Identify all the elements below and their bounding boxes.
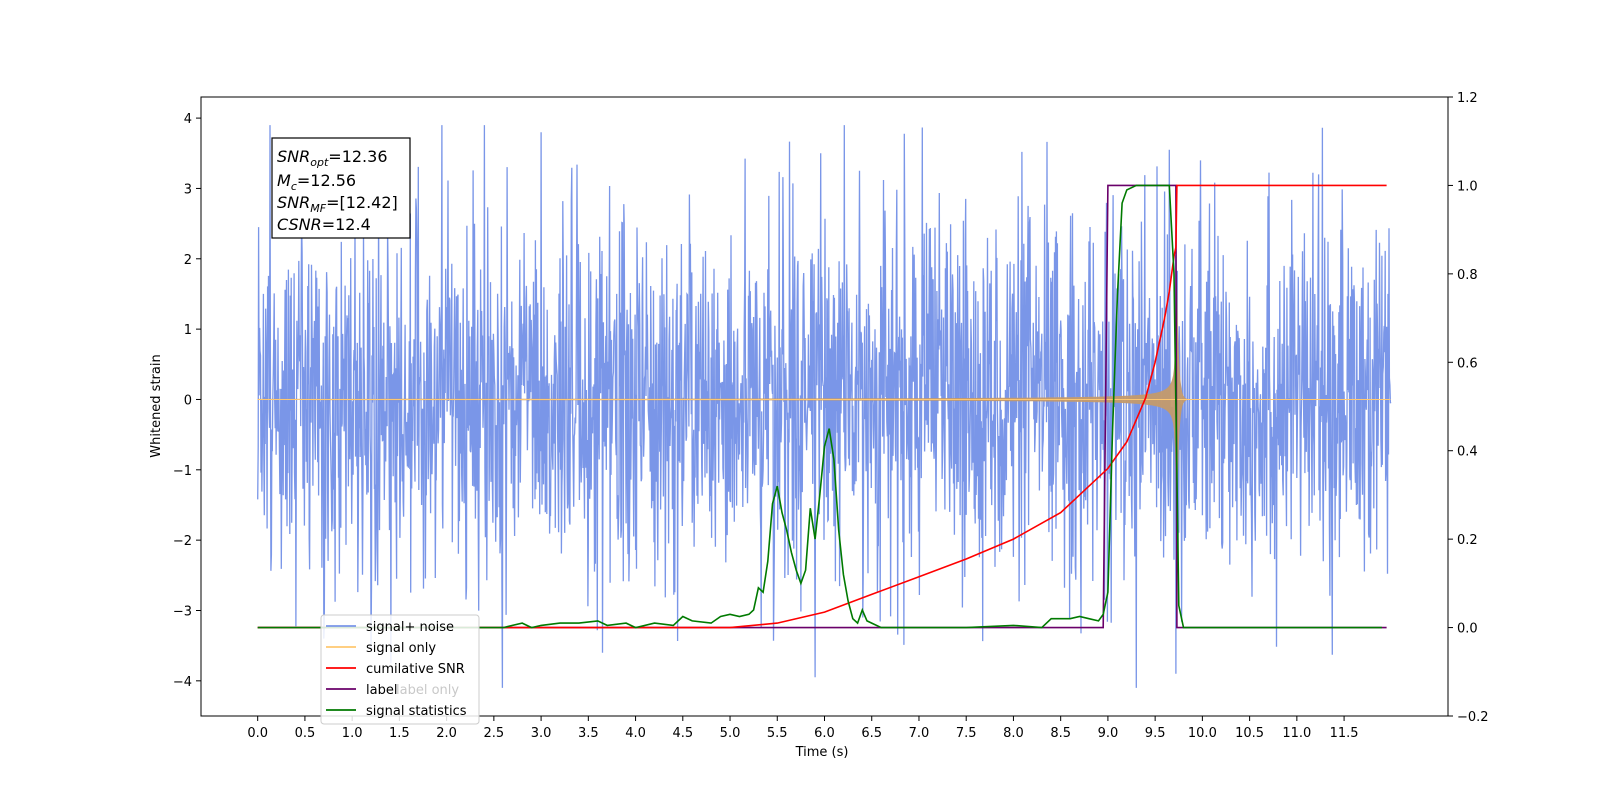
x-tick-label: 1.0 [342,726,363,741]
legend-item-signal-only: signal only [326,641,436,656]
y-left-tick-label: 3 [184,182,192,197]
x-tick-label: 2.5 [484,726,505,741]
y-left-tick-label: −3 [173,604,192,619]
x-tick-label: 6.0 [814,726,835,741]
y-left-tick-label: 2 [184,253,192,268]
x-tick-label: 10.0 [1188,726,1217,741]
x-axis-label: Time (s) [795,745,849,760]
y-axis-label: Whitened strain [149,354,164,457]
legend-frame [320,614,480,725]
x-tick-label: 11.5 [1330,726,1359,741]
legend-item-label: label [326,683,397,698]
x-tick-label: 5.5 [767,726,788,741]
x-tick-label: 8.5 [1050,726,1071,741]
x-tick-label: 5.0 [720,726,741,741]
x-tick-label: 10.5 [1235,726,1264,741]
legend-label: signal only [366,641,436,656]
annotation-snr-opt: SNRopt=12.36 [277,147,388,169]
annotation-box: SNRopt=12.36 Mc=12.56 SNRMF=[12.42] CSNR… [271,137,411,239]
x-tick-label: 0.0 [247,726,268,741]
x-tick-label: 7.0 [909,726,930,741]
x-tick-label: 8.0 [1003,726,1024,741]
y-right-tick-label: 1.0 [1457,179,1478,194]
y-left-tick-label: −4 [173,675,192,690]
series-signal-noise [257,125,1392,688]
x-tick-label: 9.5 [1145,726,1166,741]
legend-label: cumilative SNR [366,662,465,677]
legend: label only signal+ noise signal only cum… [320,614,480,725]
legend-label: label [366,683,397,698]
x-tick-label: 2.0 [436,726,457,741]
legend-item-signal-statistics: signal statistics [326,704,467,719]
series-signal-statistics [257,184,1382,629]
legend-label: signal+ noise [366,620,454,635]
x-tick-label: 6.5 [861,726,882,741]
y-left-tick-label: 4 [184,112,192,127]
y-axis-left: −4 −3 −2 −1 0 1 2 3 4 [173,112,201,690]
y-axis-right: −0.2 0.0 0.2 0.4 0.6 0.8 1.0 1.2 [1448,91,1489,725]
x-axis: 0.0 0.5 1.0 1.5 2.0 2.5 3.0 3.5 4.0 4.5 5.0 5.5 6.0 6… [247,716,1359,741]
y-right-tick-label: 0.0 [1457,622,1478,637]
x-tick-label: 0.5 [295,726,316,741]
y-left-tick-label: −1 [173,464,192,479]
plot-series [257,125,1392,688]
annotation-mc: Mc=12.56 [277,171,356,193]
x-tick-label: 1.5 [389,726,410,741]
x-tick-label: 4.0 [625,726,646,741]
y-right-tick-label: 0.2 [1457,533,1478,548]
x-tick-label: 3.0 [531,726,552,741]
x-tick-label: 4.5 [672,726,693,741]
y-right-tick-label: 0.6 [1457,356,1478,371]
x-tick-label: 7.5 [956,726,977,741]
annotation-csnr: CSNR=12.4 [277,215,371,234]
y-right-tick-label: 0.4 [1457,445,1478,460]
y-left-tick-label: 0 [184,393,192,408]
annotation-snr-mf: SNRMF=[12.42] [277,193,398,215]
y-left-tick-label: −2 [173,534,192,549]
y-right-tick-label: 0.8 [1457,268,1478,283]
y-right-tick-label: 1.2 [1457,91,1478,106]
legend-item-cumulative-snr: cumilative SNR [326,662,465,677]
legend-hidden-label: label only [396,683,459,698]
y-right-tick-label: −0.2 [1457,710,1489,725]
legend-item-signal-noise: signal+ noise [326,620,454,635]
y-left-tick-label: 1 [184,323,192,338]
legend-label: signal statistics [366,704,467,719]
x-tick-label: 9.0 [1098,726,1119,741]
x-tick-label: 3.5 [578,726,599,741]
x-tick-label: 11.0 [1282,726,1311,741]
